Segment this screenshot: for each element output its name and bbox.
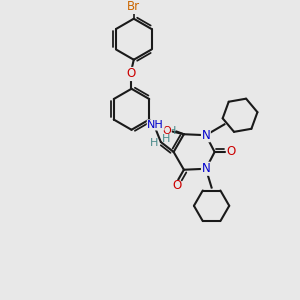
Text: O: O <box>226 146 236 158</box>
Text: N: N <box>202 162 210 175</box>
Text: H: H <box>168 126 177 136</box>
Text: NH: NH <box>147 120 164 130</box>
Text: Br: Br <box>127 0 140 13</box>
Text: N: N <box>202 129 210 142</box>
Text: H: H <box>162 134 170 144</box>
Text: O: O <box>172 179 182 192</box>
Text: H: H <box>150 138 159 148</box>
Text: O: O <box>162 126 171 136</box>
Text: O: O <box>127 68 136 80</box>
